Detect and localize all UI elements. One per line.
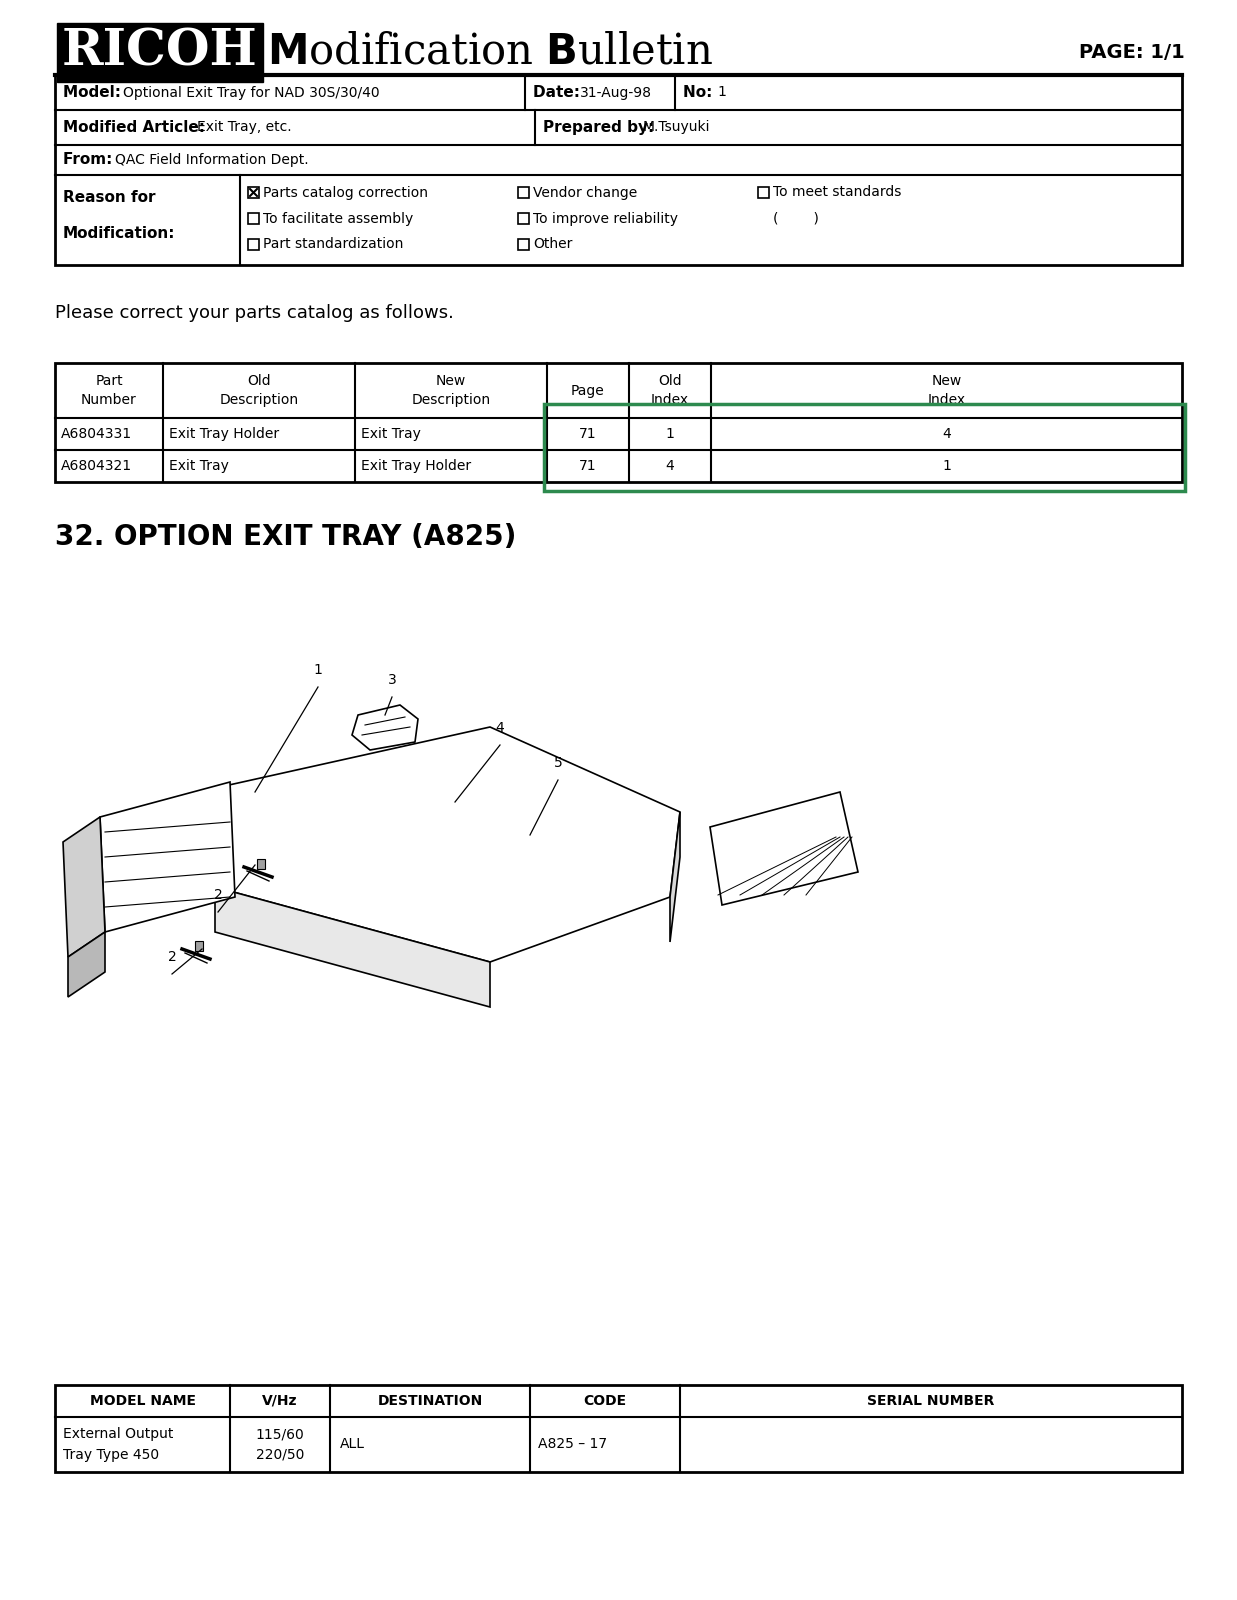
Text: 3: 3: [387, 674, 396, 686]
Text: 4: 4: [943, 427, 951, 442]
Bar: [54, 363, 1183, 482]
Text: Other: Other: [533, 237, 573, 251]
Text: Date:: Date:: [533, 85, 585, 99]
Bar: [247, 187, 259, 198]
Bar: [544, 403, 1185, 491]
Polygon shape: [195, 941, 203, 950]
Text: New
Index: New Index: [928, 374, 966, 408]
Polygon shape: [100, 782, 235, 931]
Text: Parts catalog correction: Parts catalog correction: [263, 186, 428, 200]
Text: To meet standards: To meet standards: [773, 186, 902, 200]
Text: 31-Aug-98: 31-Aug-98: [580, 85, 652, 99]
Bar: [247, 238, 259, 250]
Text: Part
Number: Part Number: [82, 374, 137, 408]
Text: ALL: ALL: [340, 1437, 365, 1451]
Text: Old
Description: Old Description: [219, 374, 298, 408]
Text: 1: 1: [666, 427, 674, 442]
Text: Exit Tray Holder: Exit Tray Holder: [361, 459, 471, 474]
Text: Please correct your parts catalog as follows.: Please correct your parts catalog as fol…: [54, 304, 454, 322]
Text: A825 – 17: A825 – 17: [538, 1437, 607, 1451]
Text: 1: 1: [943, 459, 951, 474]
Text: Old
Index: Old Index: [651, 374, 689, 408]
Text: 71: 71: [579, 459, 596, 474]
Text: V/Hz: V/Hz: [262, 1394, 298, 1408]
Text: 4: 4: [666, 459, 674, 474]
Text: 32. OPTION EXIT TRAY (A825): 32. OPTION EXIT TRAY (A825): [54, 523, 516, 550]
Text: (        ): ( ): [773, 211, 819, 226]
Text: Reason for: Reason for: [63, 189, 156, 205]
Text: 1: 1: [717, 85, 726, 99]
Text: Part standardization: Part standardization: [263, 237, 403, 251]
Text: PAGE: 1/1: PAGE: 1/1: [1079, 43, 1185, 61]
Bar: [518, 213, 529, 224]
Text: No:: No:: [683, 85, 717, 99]
Text: 5: 5: [554, 757, 563, 770]
Text: 2: 2: [168, 950, 177, 963]
Text: A6804321: A6804321: [61, 459, 132, 474]
Text: Exit Tray Holder: Exit Tray Holder: [169, 427, 280, 442]
Text: QAC Field Information Dept.: QAC Field Information Dept.: [115, 154, 308, 166]
Text: RICOH: RICOH: [62, 27, 257, 77]
Polygon shape: [215, 886, 490, 1006]
Text: 115/60
220/50: 115/60 220/50: [256, 1427, 304, 1462]
Text: To improve reliability: To improve reliability: [533, 211, 678, 226]
Text: DESTINATION: DESTINATION: [377, 1394, 482, 1408]
Polygon shape: [257, 859, 265, 869]
Text: 4: 4: [496, 722, 505, 734]
Text: MODEL NAME: MODEL NAME: [89, 1394, 195, 1408]
Bar: [518, 238, 529, 250]
Text: Exit Tray: Exit Tray: [169, 459, 229, 474]
Text: M.Tsuyuki: M.Tsuyuki: [643, 120, 710, 134]
Text: External Output
Tray Type 450: External Output Tray Type 450: [63, 1427, 173, 1462]
Bar: [54, 75, 1183, 266]
Polygon shape: [63, 818, 105, 957]
Polygon shape: [353, 706, 418, 750]
Text: SERIAL NUMBER: SERIAL NUMBER: [867, 1394, 995, 1408]
Text: Modified Article:: Modified Article:: [63, 120, 210, 134]
Polygon shape: [710, 792, 858, 906]
Text: From:: From:: [63, 152, 118, 168]
Text: A6804331: A6804331: [61, 427, 132, 442]
Text: Exit Tray: Exit Tray: [361, 427, 421, 442]
Polygon shape: [215, 726, 680, 962]
Bar: [54, 1386, 1183, 1472]
Polygon shape: [670, 813, 680, 942]
Text: Model:: Model:: [63, 85, 126, 99]
Bar: [518, 187, 529, 198]
Text: New
Description: New Description: [412, 374, 491, 408]
Text: 2: 2: [214, 888, 223, 902]
Polygon shape: [68, 931, 105, 997]
Text: CODE: CODE: [584, 1394, 627, 1408]
Text: 71: 71: [579, 427, 596, 442]
Text: Optional Exit Tray for NAD 30S/30/40: Optional Exit Tray for NAD 30S/30/40: [122, 85, 380, 99]
Text: Exit Tray, etc.: Exit Tray, etc.: [197, 120, 292, 134]
Text: $\mathbf{M}$odification $\mathbf{B}$ulletin: $\mathbf{M}$odification $\mathbf{B}$ulle…: [267, 30, 713, 74]
Bar: [758, 187, 769, 198]
Text: Prepared by:: Prepared by:: [543, 120, 659, 134]
Text: Modification:: Modification:: [63, 226, 176, 240]
Text: Page: Page: [571, 384, 605, 397]
Text: Vendor change: Vendor change: [533, 186, 637, 200]
Bar: [247, 213, 259, 224]
Text: 1: 1: [313, 662, 323, 677]
Text: To facilitate assembly: To facilitate assembly: [263, 211, 413, 226]
